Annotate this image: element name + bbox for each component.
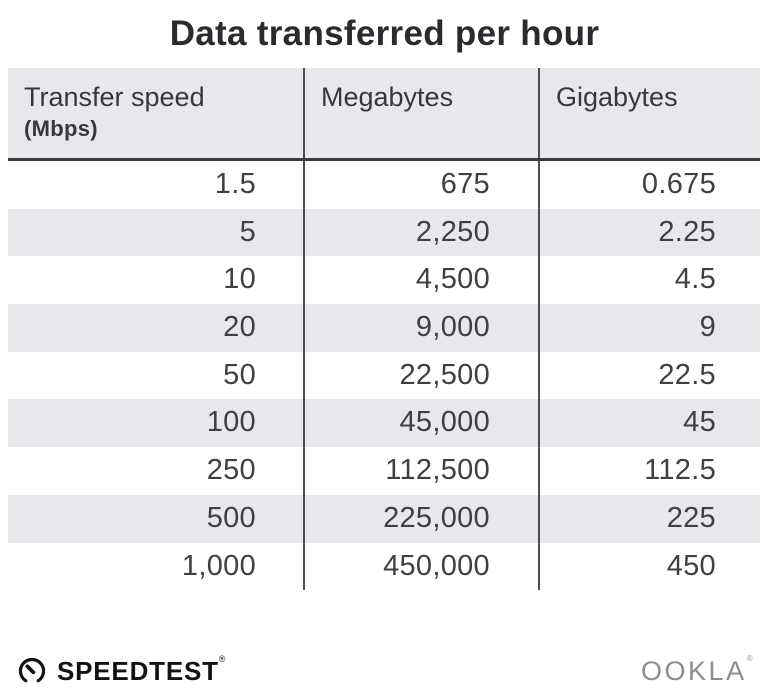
column-header-label: Gigabytes	[556, 82, 678, 112]
table-cell: 50	[223, 358, 256, 391]
column-header-sublabel: (Mbps)	[24, 116, 98, 142]
table-row: 50 22,500 22.5	[8, 351, 760, 400]
column-header-transfer-speed: Transfer speed (Mbps)	[8, 68, 303, 158]
table-row: 250 112,500 112.5	[8, 447, 760, 495]
table-cell: 100	[206, 406, 256, 439]
table-cell: 225	[538, 494, 760, 543]
speedtest-logo: SPEEDTEST®	[16, 653, 227, 687]
table-cell: 22.5	[538, 351, 760, 400]
table-cell: 4,500	[303, 256, 538, 305]
table-cell: 250	[206, 454, 256, 487]
table-row: 500 225,000 225	[8, 494, 760, 543]
page-title: Data transferred per hour	[169, 14, 600, 53]
table-cell: 9,000	[303, 304, 538, 352]
table-row: 100 45,000 45	[8, 399, 760, 448]
table-cell: 675	[303, 161, 538, 209]
registered-mark: ®	[218, 653, 227, 664]
table-cell: 1.5	[214, 168, 256, 200]
table-cell: 2.25	[538, 208, 760, 257]
speedometer-gauge-icon	[18, 657, 46, 683]
table-body: 1.5 675 0.675 5 2,250 2.25 10 4,500 4.5 20 9,000 9 5…	[8, 161, 760, 591]
table-row: 10 4,500 4.5	[8, 256, 760, 305]
table-cell: 45	[538, 399, 760, 448]
table-cell: 112.5	[538, 447, 760, 495]
column-header-label: Megabytes	[321, 82, 454, 112]
ookla-logo: OOKLA®	[641, 653, 755, 687]
column-header-gigabytes: Gigabytes	[538, 68, 760, 158]
table-cell: 20	[223, 311, 256, 344]
table-cell: 1,000	[181, 549, 256, 582]
table-cell: 500	[206, 501, 256, 534]
table-cell: 450	[538, 542, 760, 591]
table-cell: 4.5	[538, 256, 760, 305]
table-cell: 0.675	[538, 161, 760, 209]
table-cell: 450,000	[303, 542, 538, 591]
table-cell: 2,250	[303, 208, 538, 257]
data-table: Transfer speed (Mbps) Megabytes Gigabyte…	[8, 68, 760, 591]
table-cell: 10	[223, 263, 256, 296]
table-header-row: Transfer speed (Mbps) Megabytes Gigabyte…	[8, 68, 760, 161]
column-header-megabytes: Megabytes	[303, 68, 538, 158]
table-cell: 5	[239, 215, 256, 248]
footer: SPEEDTEST® OOKLA®	[16, 651, 755, 691]
table-cell: 22,500	[303, 351, 538, 400]
ookla-wordmark: OOKLA®	[641, 653, 755, 686]
table-row: 1,000 450,000 450	[8, 542, 760, 591]
table-row: 5 2,250 2.25	[8, 208, 760, 257]
registered-mark: ®	[746, 653, 755, 663]
table-cell: 112,500	[303, 447, 538, 495]
table-cell: 225,000	[303, 494, 538, 543]
table-cell: 9	[538, 304, 760, 352]
speedtest-wordmark: SPEEDTEST®	[57, 653, 227, 686]
table-cell: 45,000	[303, 399, 538, 448]
column-header-label: Transfer speed	[24, 82, 205, 112]
table-row: 20 9,000 9	[8, 304, 760, 352]
table-row: 1.5 675 0.675	[8, 161, 760, 209]
